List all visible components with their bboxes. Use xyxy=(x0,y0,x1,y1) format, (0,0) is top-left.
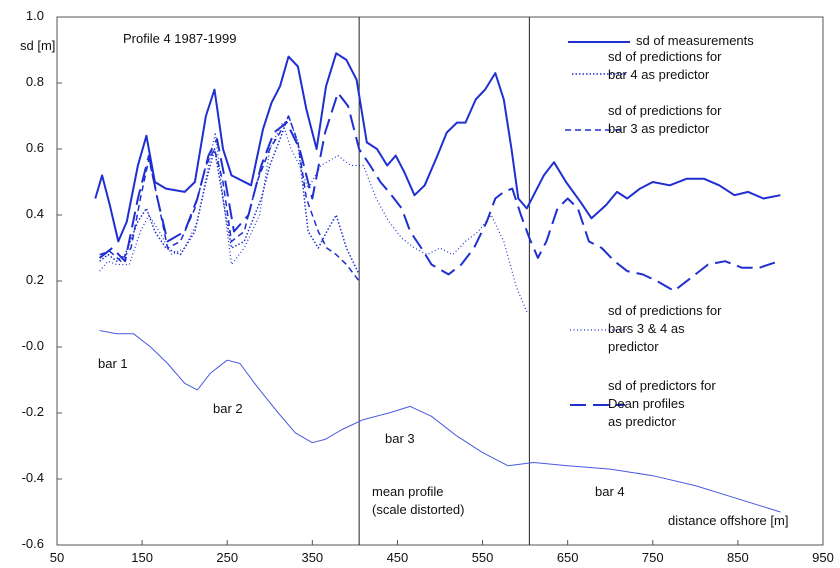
x-tick-label: 550 xyxy=(472,550,494,565)
annotation: bar 4 xyxy=(595,484,625,499)
annotation: bar 2 xyxy=(213,401,243,416)
legend-label: sd of measurements xyxy=(636,33,754,48)
y-tick-label: 0.4 xyxy=(26,206,44,221)
legend-label: sd of predictions for bars 3 & 4 as predic… xyxy=(608,303,722,354)
annotation: mean profile (scale distorted) xyxy=(372,484,464,517)
y-tick-label: -0.0 xyxy=(22,338,44,353)
series-line xyxy=(99,115,360,275)
series-line xyxy=(99,330,781,513)
x-tick-label: 950 xyxy=(812,550,834,565)
x-axis-label: distance offshore [m] xyxy=(668,513,788,528)
x-tick-label: 50 xyxy=(50,550,64,565)
series-line xyxy=(99,122,529,315)
x-tick-label: 650 xyxy=(557,550,579,565)
series-line xyxy=(99,115,360,282)
annotation: bar 3 xyxy=(385,431,415,446)
x-tick-label: 250 xyxy=(216,550,238,565)
y-tick-label: -0.4 xyxy=(22,470,44,485)
annotation: bar 1 xyxy=(98,356,128,371)
series-line xyxy=(94,52,781,243)
chart-title: Profile 4 1987-1999 xyxy=(123,31,236,46)
y-tick-label: 1.0 xyxy=(26,8,44,23)
x-tick-label: 350 xyxy=(301,550,323,565)
y-tick-label: 0.6 xyxy=(26,140,44,155)
legend-label: sd of predictions for bar 4 as predictor xyxy=(608,49,722,82)
y-tick-label: -0.2 xyxy=(22,404,44,419)
x-tick-label: 750 xyxy=(642,550,664,565)
y-axis-label: sd [m] xyxy=(20,38,55,53)
plot-frame xyxy=(56,16,824,546)
y-tick-label: 0.8 xyxy=(26,74,44,89)
y-tick-label: -0.6 xyxy=(22,536,44,551)
series-line xyxy=(98,91,780,292)
x-tick-label: 450 xyxy=(387,550,409,565)
legend-label: sd of predictions for bar 3 as predictor xyxy=(608,103,722,136)
y-tick-label: 0.2 xyxy=(26,272,44,287)
x-tick-label: 850 xyxy=(727,550,749,565)
legend-label: sd of predictors for Dean profiles as pred… xyxy=(608,378,716,429)
x-tick-label: 150 xyxy=(131,550,153,565)
